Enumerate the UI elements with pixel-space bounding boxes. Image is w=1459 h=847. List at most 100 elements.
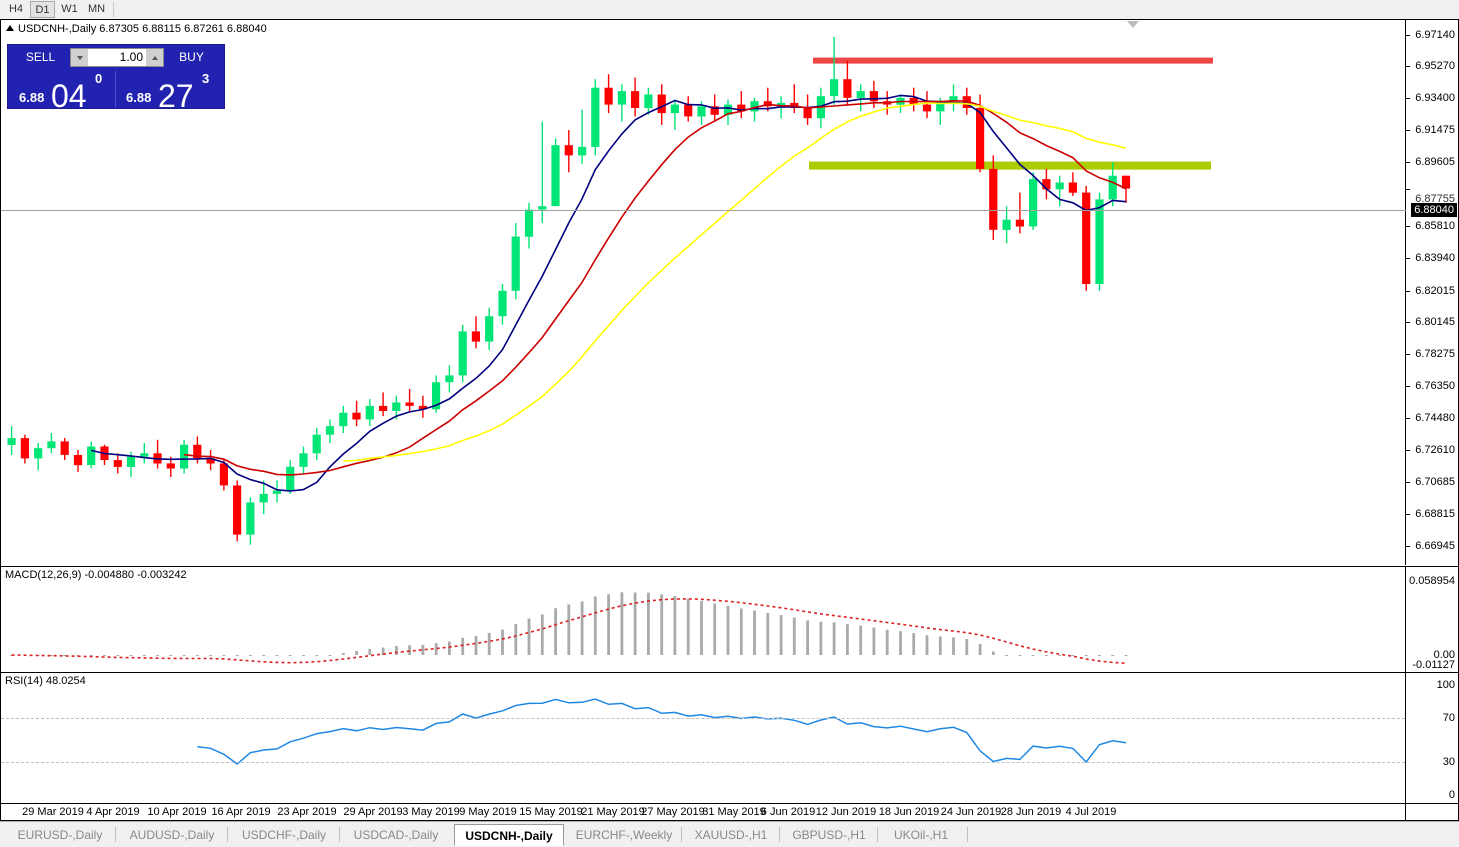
date-axis-label: 4 Jul 2019 bbox=[1065, 806, 1117, 818]
sell-button[interactable]: SELL bbox=[25, 50, 56, 64]
price-axis-label: 6.97140 bbox=[1415, 28, 1455, 41]
date-axis-label: 27 May 2019 bbox=[641, 806, 705, 818]
price-tick bbox=[1406, 130, 1410, 132]
volume-stepper[interactable]: 1.00 bbox=[70, 48, 164, 67]
sell-price-prefix: 6.88 bbox=[19, 90, 45, 105]
macd-scale-label: 0.00 bbox=[1433, 649, 1455, 661]
date-axis-label: 15 May 2019 bbox=[519, 806, 583, 818]
symbol-tab-gbpusdh1[interactable]: GBPUSD-,H1 bbox=[792, 828, 866, 842]
tab-separator bbox=[227, 827, 228, 842]
one-click-trading-panel[interactable]: SELL 1.00 BUY 6.88 04 0 6.88 27 3 bbox=[7, 44, 225, 112]
price-axis-label: 6.80145 bbox=[1415, 316, 1455, 329]
price-axis-label: 6.68815 bbox=[1415, 507, 1455, 520]
price-axis-label: 6.82015 bbox=[1415, 284, 1455, 297]
price-tick bbox=[1406, 290, 1410, 292]
buy-price-display[interactable]: 6.88 27 3 bbox=[118, 71, 222, 112]
toolbar-separator bbox=[113, 2, 114, 17]
tab-separator bbox=[681, 827, 682, 842]
macd-pane[interactable]: MACD(12,26,9) -0.004880 -0.003242 0.0589… bbox=[1, 566, 1458, 672]
price-tick bbox=[1406, 482, 1410, 484]
sell-price-display[interactable]: 6.88 04 0 bbox=[11, 71, 116, 112]
date-axis-label: 16 Apr 2019 bbox=[211, 806, 271, 818]
date-axis-label: 24 Jun 2019 bbox=[940, 806, 1002, 818]
symbol-tab-usdcaddaily[interactable]: USDCAD-,Daily bbox=[353, 828, 439, 842]
chevron-up-icon bbox=[151, 55, 158, 60]
symbol-tab-eurchfweekly[interactable]: EURCHF-,Weekly bbox=[575, 828, 673, 842]
current-price-tag: 6.88040 bbox=[1411, 203, 1457, 217]
buy-button[interactable]: BUY bbox=[179, 50, 204, 64]
price-axis-label: 6.85810 bbox=[1415, 220, 1455, 233]
rsi-scale-label: 100 bbox=[1436, 679, 1455, 691]
date-axis-label: 29 Mar 2019 bbox=[22, 806, 84, 818]
price-pane[interactable]: USDCNH-,Daily 6.87305 6.88115 6.87261 6.… bbox=[1, 20, 1458, 565]
price-axis-label: 6.95270 bbox=[1415, 60, 1455, 73]
collapse-triangle-icon[interactable] bbox=[6, 25, 14, 31]
price-tick bbox=[1406, 188, 1410, 190]
tab-separator bbox=[115, 827, 116, 842]
price-tick bbox=[1406, 386, 1410, 388]
rsi-scale-label: 30 bbox=[1442, 756, 1455, 768]
price-axis-label: 6.78275 bbox=[1415, 347, 1455, 360]
timeframe-toolbar: H4 D1 W1 MN bbox=[0, 0, 1459, 20]
date-axis-label: 29 Apr 2019 bbox=[343, 806, 403, 818]
symbol-tab-ukoilh1[interactable]: UKOil-,H1 bbox=[893, 828, 948, 842]
price-tick bbox=[1406, 66, 1410, 68]
symbol-tab-bar[interactable]: EURUSD-,Daily AUDUSD-,Daily USDCHF-,Daily U… bbox=[0, 821, 1459, 847]
macd-scale-label: 0.058954 bbox=[1409, 575, 1455, 587]
price-axis-label: 6.83940 bbox=[1415, 251, 1455, 264]
volume-decrement-button[interactable] bbox=[71, 49, 88, 66]
price-tick bbox=[1406, 257, 1410, 259]
symbol-tab-usdchfdaily[interactable]: USDCHF-,Daily bbox=[242, 828, 326, 842]
date-axis-label: 31 May 2019 bbox=[702, 806, 766, 818]
symbol-tab-audusddaily[interactable]: AUDUSD-,Daily bbox=[129, 828, 215, 842]
price-chart-canvas[interactable] bbox=[1, 20, 1406, 565]
price-tick bbox=[1406, 226, 1410, 228]
date-axis-label: 4 Apr 2019 bbox=[86, 806, 140, 818]
timeframe-button-mn[interactable]: MN bbox=[87, 3, 106, 15]
price-tick bbox=[1406, 418, 1410, 420]
symbol-tab-xauusdh1[interactable]: XAUUSD-,H1 bbox=[694, 828, 768, 842]
price-axis-label: 6.91475 bbox=[1415, 124, 1455, 137]
price-tick bbox=[1406, 513, 1410, 515]
price-axis-label: 6.76350 bbox=[1415, 380, 1455, 393]
price-axis-label: 6.66945 bbox=[1415, 539, 1455, 552]
macd-canvas[interactable] bbox=[1, 567, 1406, 672]
buy-price-main: 27 bbox=[158, 78, 194, 114]
timeframe-button-d1[interactable]: D1 bbox=[30, 1, 55, 18]
date-axis-label: 28 Jun 2019 bbox=[1000, 806, 1062, 818]
oct-top-row: SELL 1.00 BUY bbox=[8, 45, 224, 69]
volume-increment-button[interactable] bbox=[146, 49, 163, 66]
volume-value[interactable]: 1.00 bbox=[119, 50, 143, 64]
price-tick bbox=[1406, 449, 1410, 451]
date-axis-label: 6 Jun 2019 bbox=[760, 806, 816, 818]
price-tick bbox=[1406, 34, 1410, 36]
rsi-scale-label: 70 bbox=[1442, 712, 1455, 724]
macd-scale-label: -0.01127 bbox=[1412, 659, 1455, 671]
price-axis-label-obscured: 6.87755 bbox=[1415, 192, 1455, 205]
date-axis: 29 Mar 2019 4 Apr 2019 10 Apr 2019 16 Apr 2… bbox=[1, 803, 1458, 822]
sell-price-fraction: 0 bbox=[95, 71, 103, 86]
date-axis-label: 21 May 2019 bbox=[581, 806, 645, 818]
chevron-down-icon bbox=[76, 55, 83, 60]
rsi-scale-divider bbox=[1405, 673, 1406, 803]
rsi-scale-label: 0 bbox=[1448, 789, 1455, 801]
date-axis-label: 3 May 2019 bbox=[402, 806, 460, 818]
sell-price-main: 04 bbox=[51, 78, 87, 114]
symbol-tab-eurusddaily[interactable]: EURUSD-,Daily bbox=[17, 828, 103, 842]
date-axis-label: 23 Apr 2019 bbox=[277, 806, 337, 818]
buy-price-prefix: 6.88 bbox=[126, 90, 152, 105]
date-axis-label: 10 Apr 2019 bbox=[147, 806, 207, 818]
symbol-tab-usdcnhdaily[interactable]: USDCNH-,Daily bbox=[454, 824, 564, 846]
price-tick bbox=[1406, 97, 1410, 99]
current-price-line bbox=[1, 210, 1406, 211]
rsi-level-line-30 bbox=[1, 762, 1405, 763]
rsi-pane[interactable]: RSI(14) 48.0254 100 70 30 0 bbox=[1, 672, 1458, 803]
chart-symbol-header: USDCNH-,Daily 6.87305 6.88115 6.87261 6.… bbox=[6, 23, 267, 35]
rsi-canvas[interactable] bbox=[1, 673, 1406, 803]
timeframe-button-h4[interactable]: H4 bbox=[8, 3, 24, 15]
chart-frame: USDCNH-,Daily 6.87305 6.88115 6.87261 6.… bbox=[0, 19, 1459, 822]
timeframe-button-w1[interactable]: W1 bbox=[61, 3, 78, 15]
macd-label: MACD(12,26,9) -0.004880 -0.003242 bbox=[5, 569, 187, 581]
chart-top-marker-icon bbox=[1127, 21, 1139, 28]
chart-symbol-text: USDCNH-,Daily 6.87305 6.88115 6.87261 6.… bbox=[18, 23, 267, 35]
